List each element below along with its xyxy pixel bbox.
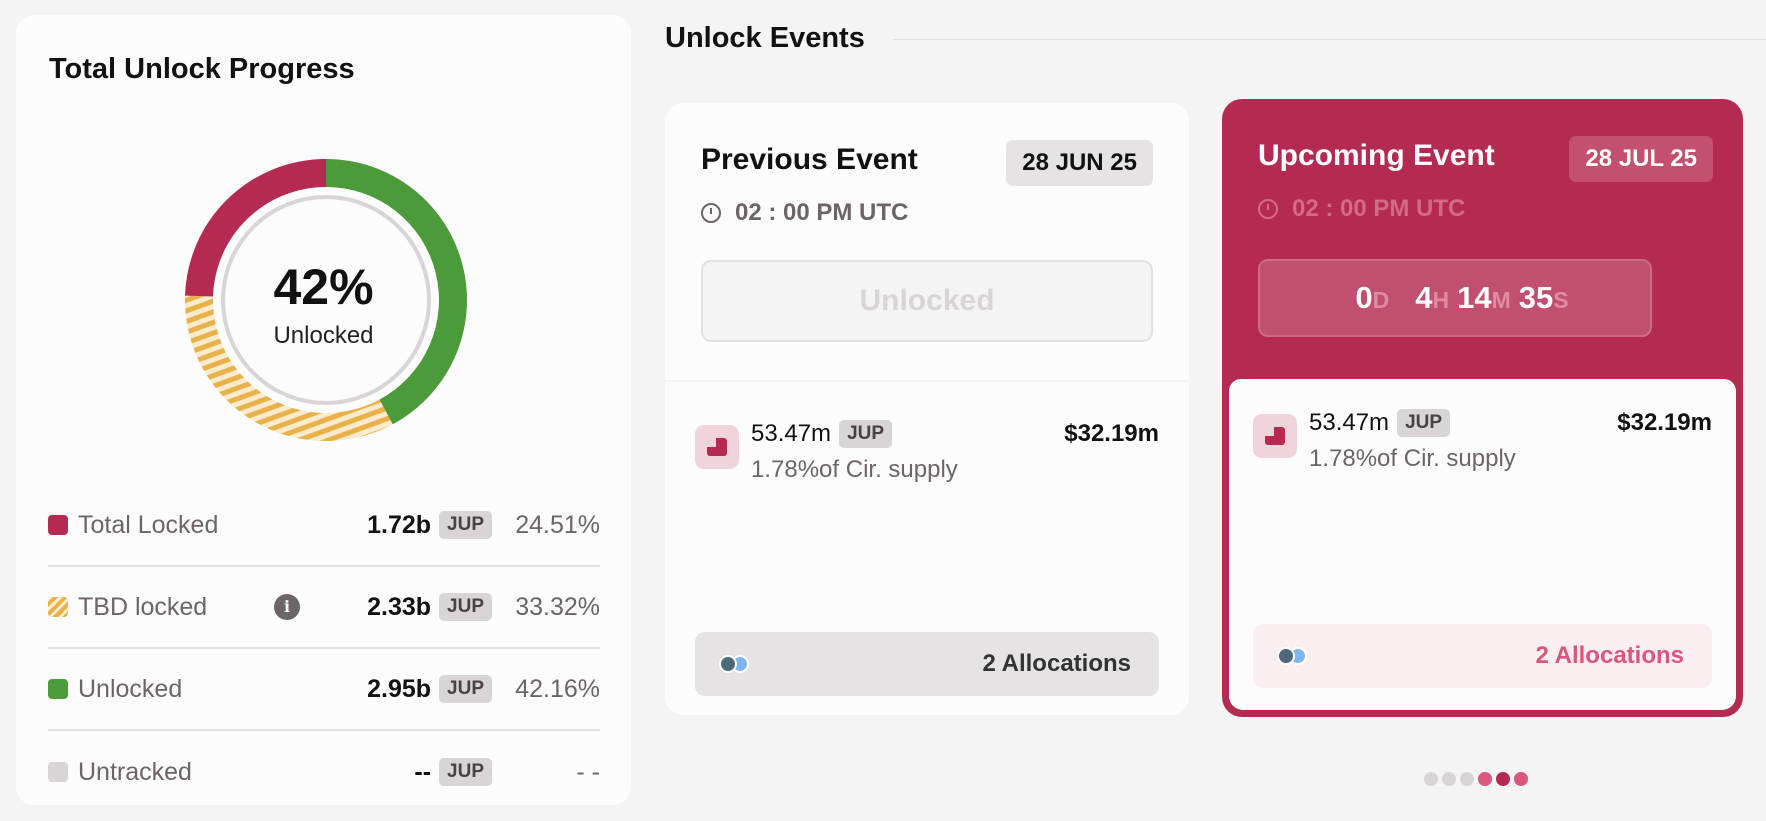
allocations-button[interactable]: 2 Allocations xyxy=(695,632,1159,696)
pager-dot[interactable] xyxy=(1514,772,1528,786)
legend-value: 2.95b xyxy=(367,674,432,703)
event-title: Previous Event xyxy=(701,143,918,176)
swatch-grey xyxy=(48,762,68,782)
token-icon xyxy=(1253,414,1297,458)
info-icon[interactable]: i xyxy=(274,594,300,620)
swatch-green xyxy=(48,679,68,699)
carousel-pager xyxy=(1424,772,1528,786)
unlocked-label: Unlocked xyxy=(273,322,374,349)
legend-row-unlocked: Unlocked 2.95b JUP 42.16% xyxy=(48,649,600,731)
minutes-unit: M xyxy=(1491,287,1511,313)
seconds-unit: S xyxy=(1553,287,1569,313)
unlock-donut-chart xyxy=(184,159,467,441)
event-date: 28 JUL 25 xyxy=(1569,136,1713,182)
usd-value: $32.19m xyxy=(1617,409,1712,436)
legend-pct: 33.32% xyxy=(515,592,600,621)
hours-unit: H xyxy=(1432,287,1450,313)
legend-label: TBD locked xyxy=(78,592,208,621)
legend-row-untracked: Untracked -- JUP - - xyxy=(48,731,600,813)
inner-ring xyxy=(221,195,431,405)
legend-value: 2.33b xyxy=(367,592,432,621)
token-tag: JUP xyxy=(439,593,492,621)
token-tag: JUP xyxy=(439,675,492,703)
supply-percentage: 1.78%of Cir. supply xyxy=(1309,445,1516,472)
pager-dot[interactable] xyxy=(1424,772,1438,786)
token-tag: JUP xyxy=(439,758,492,786)
supply-percentage: 1.78%of Cir. supply xyxy=(751,456,958,483)
time-text: 02 : 00 PM UTC xyxy=(1292,195,1466,222)
unlocked-percentage: 42% xyxy=(273,259,374,315)
divider xyxy=(893,39,1766,40)
token-icon xyxy=(695,425,739,469)
usd-value: $32.19m xyxy=(1064,420,1159,447)
clock-icon xyxy=(1258,199,1278,219)
token-tag: JUP xyxy=(839,420,893,448)
token-tag: JUP xyxy=(1397,409,1451,437)
countdown-seconds: 35 xyxy=(1518,280,1554,315)
allocations-label: 2 Allocations xyxy=(982,650,1131,677)
event-date: 28 JUN 25 xyxy=(1006,140,1153,186)
legend-pct: - - xyxy=(576,757,600,786)
allocations-label: 2 Allocations xyxy=(1535,642,1684,669)
pager-dot[interactable] xyxy=(1496,772,1510,786)
time-text: 02 : 00 PM UTC xyxy=(735,199,909,226)
legend-pct: 42.16% xyxy=(515,674,600,703)
unlock-amount: 53.47m xyxy=(751,420,832,447)
swatch-hatched xyxy=(48,597,68,617)
days-unit: D xyxy=(1372,287,1390,313)
allocations-button[interactable]: 2 Allocations xyxy=(1253,624,1712,688)
event-time: 02 : 00 PM UTC xyxy=(1258,195,1465,223)
event-time: 02 : 00 PM UTC xyxy=(701,199,908,227)
unlock-events-title: Unlock Events xyxy=(665,22,865,54)
legend-row-tbd-locked: TBD locked i 2.33b JUP 33.32% xyxy=(48,567,600,649)
countdown-hours: 4 xyxy=(1415,280,1433,315)
pager-dot[interactable] xyxy=(1442,772,1456,786)
donut-segment-unlocked xyxy=(326,159,467,425)
legend-label: Unlocked xyxy=(78,674,183,703)
clock-icon xyxy=(701,203,721,223)
allocation-avatars-icon xyxy=(719,653,757,675)
legend-label: Untracked xyxy=(78,757,192,786)
unlocked-status-button: Unlocked xyxy=(701,260,1153,342)
upcoming-event-card[interactable]: Upcoming Event 28 JUL 25 02 : 00 PM UTC … xyxy=(1222,99,1743,717)
pager-dot[interactable] xyxy=(1460,772,1474,786)
donut-segment-total-locked xyxy=(185,159,326,297)
unlock-amount: 53.47m xyxy=(1309,409,1390,436)
legend-value: 1.72b xyxy=(367,510,432,539)
previous-event-card[interactable]: Previous Event 28 JUN 25 02 : 00 PM UTC … xyxy=(665,103,1189,715)
legend-row-total-locked: Total Locked 1.72b JUP 24.51% xyxy=(48,485,600,567)
countdown-minutes: 14 xyxy=(1457,280,1492,315)
total-unlock-progress-card: Total Unlock Progress 42% Unlocked Total… xyxy=(16,15,631,805)
swatch-red xyxy=(48,515,68,535)
pager-dot[interactable] xyxy=(1478,772,1492,786)
legend-value: -- xyxy=(414,757,432,786)
legend-label: Total Locked xyxy=(78,510,219,539)
countdown-days: 0 xyxy=(1355,280,1373,315)
token-tag: JUP xyxy=(439,511,492,539)
card-title: Total Unlock Progress xyxy=(49,53,355,85)
allocation-avatars-icon xyxy=(1277,645,1315,667)
legend: Total Locked 1.72b JUP 24.51% TBD locked… xyxy=(48,485,600,813)
event-title: Upcoming Event xyxy=(1258,139,1495,172)
donut-segment-tbd-locked xyxy=(184,295,393,441)
legend-pct: 24.51% xyxy=(515,510,600,539)
